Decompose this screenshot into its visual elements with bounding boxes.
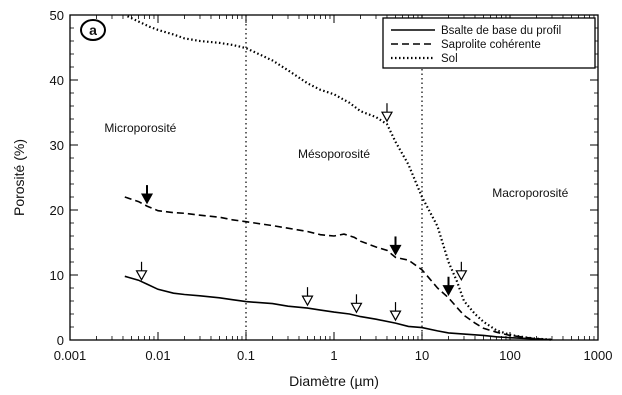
x-tick-label: 0.01 xyxy=(145,348,170,363)
y-tick-label: 50 xyxy=(50,8,64,23)
legend-box xyxy=(382,17,596,69)
arrow-head xyxy=(140,193,154,205)
open-arrow-marker xyxy=(350,294,363,314)
arrow-head xyxy=(389,244,402,256)
y-tick-label: 0 xyxy=(57,333,64,348)
arrow-head xyxy=(455,270,468,282)
series-line-dashed xyxy=(124,196,553,341)
legend-entry-label: Saprolite cohérente xyxy=(441,39,541,51)
x-tick-label: 1 xyxy=(330,348,337,363)
region-label: Microporosité xyxy=(104,121,176,135)
filled-arrow-marker xyxy=(389,236,402,256)
x-axis-label: Diamètre (µm) xyxy=(289,373,379,389)
arrow-head xyxy=(380,111,394,123)
open-arrow-marker xyxy=(380,103,394,123)
x-tick-label: 1000 xyxy=(584,348,613,363)
y-axis-label: Porosité (%) xyxy=(11,139,27,216)
arrow-head xyxy=(350,302,363,314)
panel-label-circle xyxy=(80,19,106,41)
filled-arrow-marker xyxy=(140,185,154,205)
x-tick-label: 0.001 xyxy=(54,348,87,363)
y-tick-label: 40 xyxy=(50,73,64,88)
region-label: Macroporosité xyxy=(492,186,568,200)
open-arrow-marker xyxy=(135,261,148,282)
open-arrow-marker xyxy=(389,302,402,322)
arrow-head xyxy=(442,285,455,296)
panel-label: a xyxy=(89,22,97,38)
open-arrow-marker xyxy=(455,261,468,282)
arrow-head xyxy=(301,295,314,307)
x-tick-label: 100 xyxy=(499,348,521,363)
region-label: Mésoporosité xyxy=(298,147,370,161)
y-tick-label: 30 xyxy=(50,138,64,153)
filled-arrow-marker xyxy=(442,276,455,296)
series-line-solid xyxy=(124,275,553,341)
x-tick-label: 0.1 xyxy=(237,348,255,363)
y-tick-label: 10 xyxy=(50,268,64,283)
y-tick-label: 20 xyxy=(50,203,64,218)
open-arrow-marker xyxy=(301,287,314,307)
arrow-head xyxy=(389,310,402,322)
x-tick-label: 10 xyxy=(415,348,429,363)
legend-entry-label: Sol xyxy=(441,53,458,65)
arrow-head xyxy=(135,270,148,282)
legend-entry-label: Bsalte de base du profil xyxy=(441,25,561,37)
